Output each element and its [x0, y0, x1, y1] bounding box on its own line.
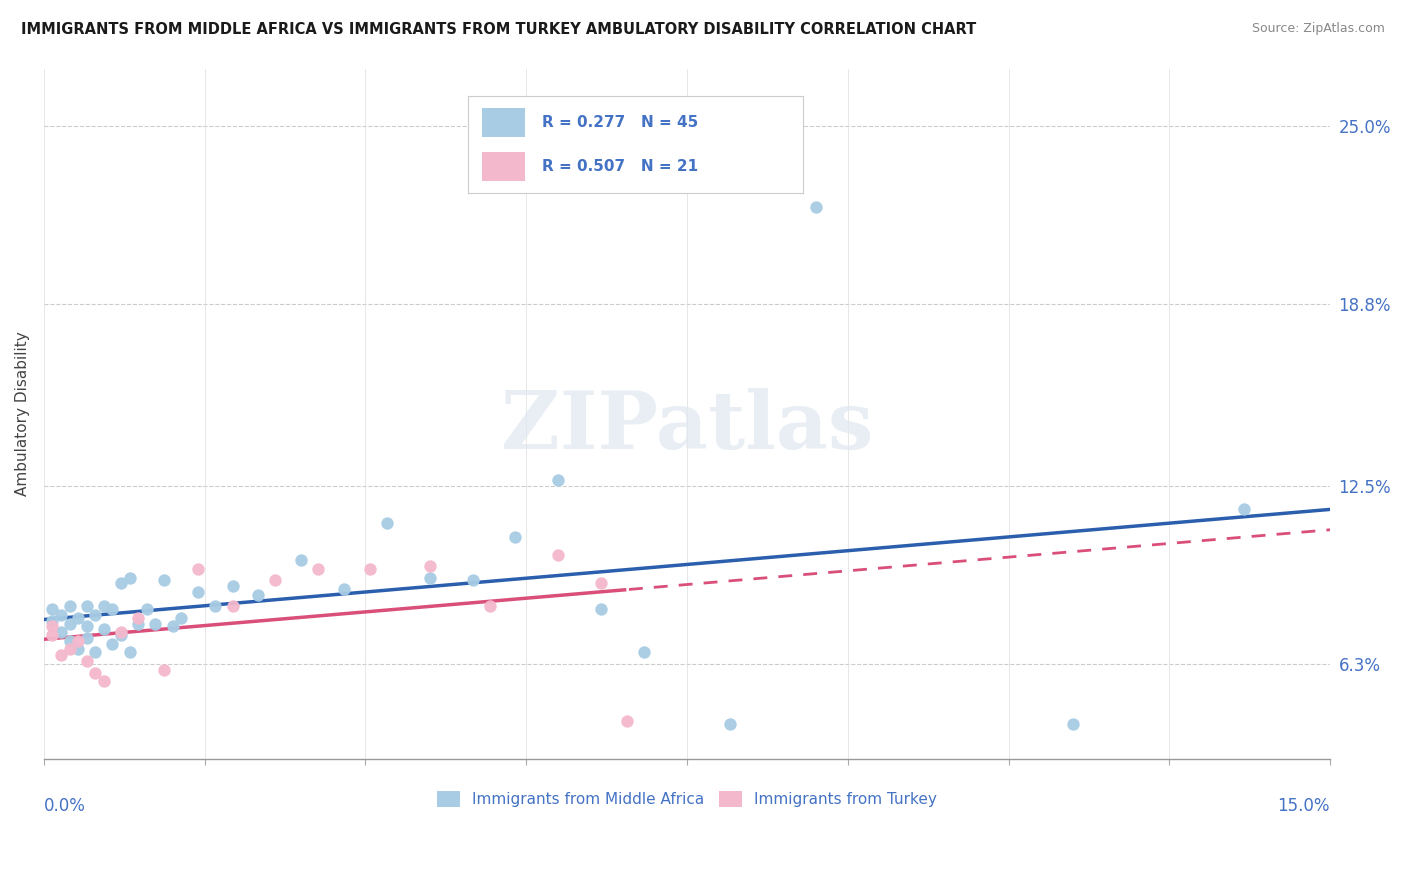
- Point: [41, 602, 63, 616]
- Point: [547, 473, 569, 487]
- Point: [153, 574, 176, 588]
- Y-axis label: Ambulatory Disability: Ambulatory Disability: [15, 331, 30, 496]
- Text: Source: ZipAtlas.com: Source: ZipAtlas.com: [1251, 22, 1385, 36]
- Point: [375, 516, 398, 530]
- Point: [419, 559, 441, 574]
- Point: [718, 717, 741, 731]
- Point: [59, 616, 82, 631]
- Point: [101, 637, 124, 651]
- Point: [170, 611, 193, 625]
- Point: [204, 599, 226, 614]
- Point: [84, 645, 107, 659]
- Point: [478, 599, 501, 614]
- Point: [110, 628, 132, 642]
- Point: [616, 714, 638, 729]
- Point: [76, 599, 98, 614]
- Text: ZIPatlas: ZIPatlas: [501, 388, 873, 467]
- Text: IMMIGRANTS FROM MIDDLE AFRICA VS IMMIGRANTS FROM TURKEY AMBULATORY DISABILITY CO: IMMIGRANTS FROM MIDDLE AFRICA VS IMMIGRA…: [21, 22, 976, 37]
- Point: [591, 602, 613, 616]
- Point: [290, 553, 312, 567]
- Point: [67, 611, 90, 625]
- Point: [461, 574, 484, 588]
- Point: [1233, 501, 1256, 516]
- Point: [118, 645, 141, 659]
- Point: [127, 611, 149, 625]
- Point: [127, 616, 149, 631]
- Point: [93, 623, 115, 637]
- Point: [76, 619, 98, 633]
- Text: 0.0%: 0.0%: [44, 797, 86, 814]
- Point: [547, 548, 569, 562]
- Point: [84, 665, 107, 680]
- Point: [162, 619, 184, 633]
- Point: [804, 200, 827, 214]
- Point: [135, 602, 157, 616]
- Point: [143, 616, 166, 631]
- Point: [505, 530, 527, 544]
- Point: [221, 579, 243, 593]
- Point: [49, 625, 72, 640]
- Point: [591, 576, 613, 591]
- Point: [93, 599, 115, 614]
- Point: [359, 562, 381, 576]
- Point: [59, 633, 82, 648]
- Point: [84, 607, 107, 622]
- Point: [187, 562, 209, 576]
- Point: [93, 674, 115, 689]
- Point: [264, 574, 287, 588]
- Point: [110, 625, 132, 640]
- Point: [1062, 717, 1084, 731]
- Point: [49, 648, 72, 663]
- Point: [59, 599, 82, 614]
- Point: [67, 642, 90, 657]
- Point: [187, 585, 209, 599]
- Point: [67, 633, 90, 648]
- Point: [41, 619, 63, 633]
- Point: [333, 582, 356, 596]
- Point: [59, 642, 82, 657]
- Point: [110, 576, 132, 591]
- Text: 15.0%: 15.0%: [1278, 797, 1330, 814]
- Point: [41, 628, 63, 642]
- Point: [419, 571, 441, 585]
- Point: [247, 588, 270, 602]
- Point: [153, 663, 176, 677]
- Legend: Immigrants from Middle Africa, Immigrants from Turkey: Immigrants from Middle Africa, Immigrant…: [430, 785, 943, 814]
- Point: [307, 562, 329, 576]
- Point: [633, 645, 655, 659]
- Point: [41, 614, 63, 628]
- Point: [118, 571, 141, 585]
- Point: [49, 607, 72, 622]
- Point: [221, 599, 243, 614]
- Point: [76, 631, 98, 645]
- Point: [76, 654, 98, 668]
- Point: [101, 602, 124, 616]
